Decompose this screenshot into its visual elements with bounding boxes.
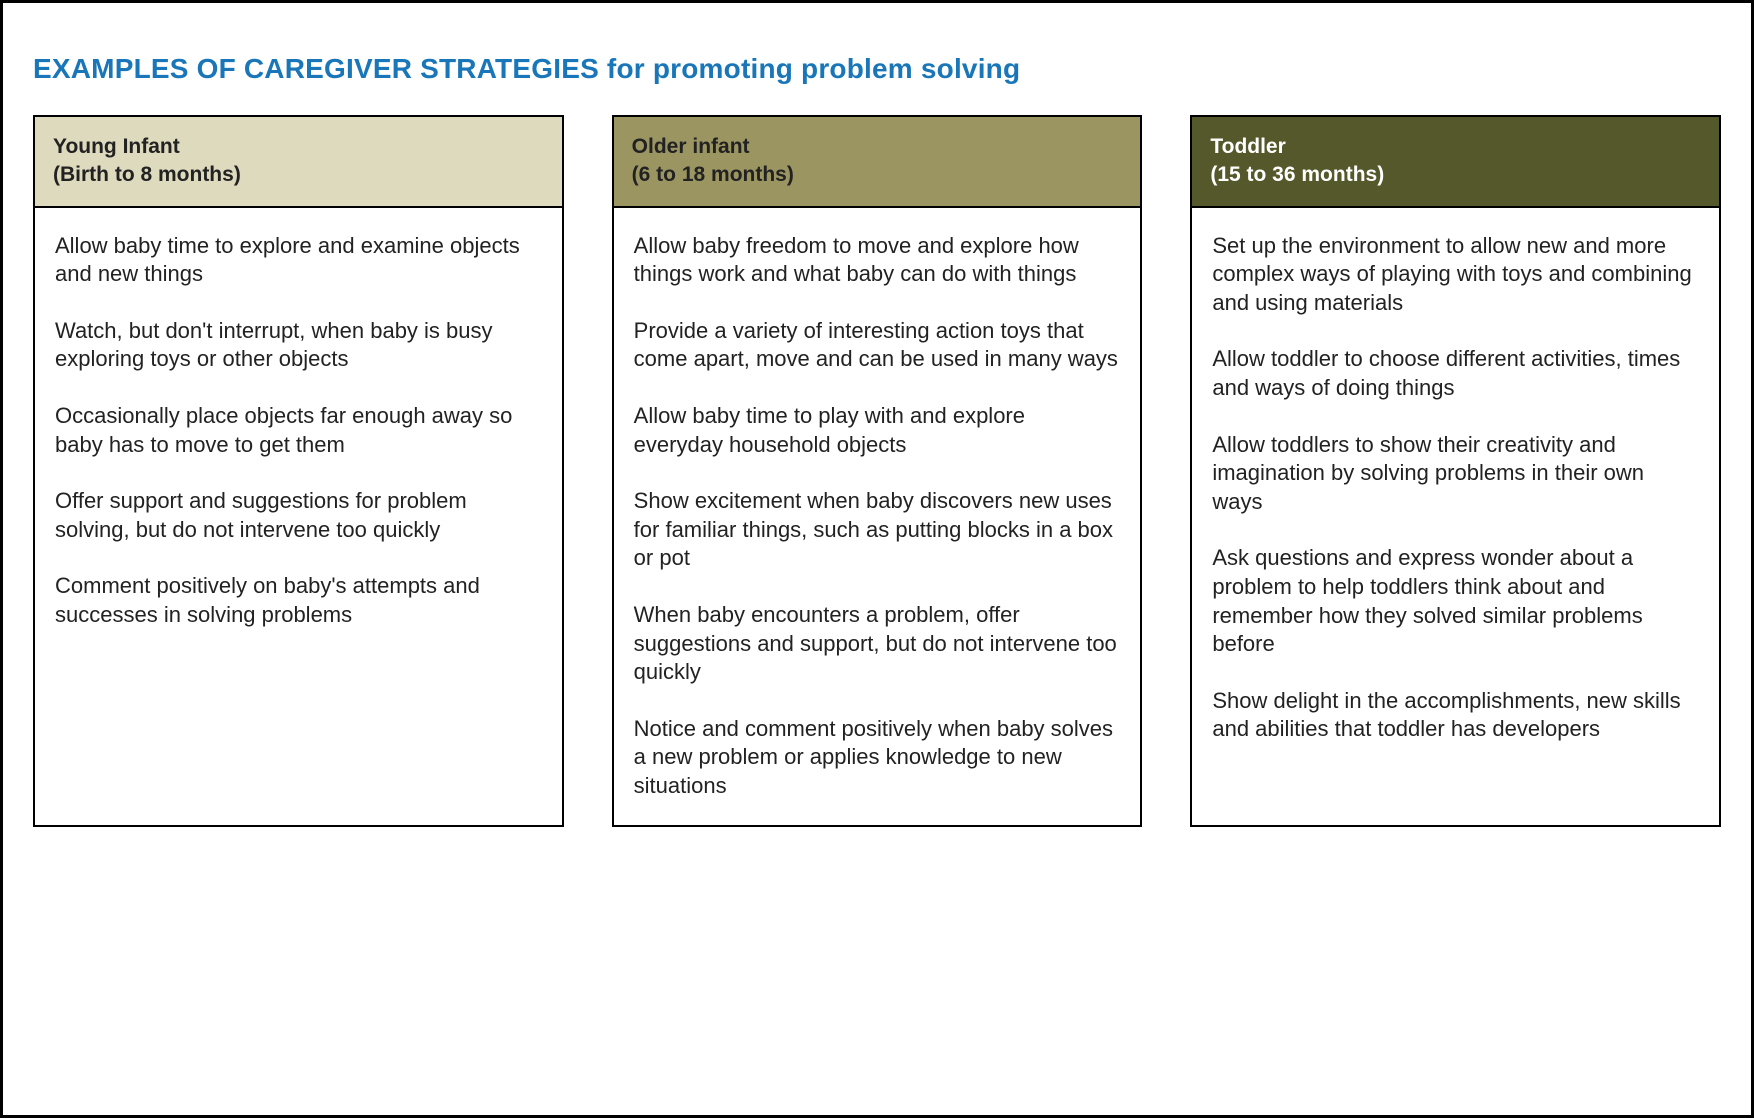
strategy-item: Notice and comment positively when baby … xyxy=(634,715,1121,801)
page-title: EXAMPLES OF CAREGIVER STRATEGIES for pro… xyxy=(33,53,1721,85)
header-title: Older infant xyxy=(632,133,1123,161)
title-rest: for promoting problem solving xyxy=(599,53,1020,84)
header-title: Young Infant xyxy=(53,133,544,161)
column-body-young-infant: Allow baby time to explore and examine o… xyxy=(35,208,562,825)
strategy-item: Show delight in the accomplishments, new… xyxy=(1212,687,1699,744)
strategy-item: Occasionally place objects far enough aw… xyxy=(55,402,542,459)
strategy-item: Show excitement when baby discovers new … xyxy=(634,487,1121,573)
strategy-item: Allow baby freedom to move and explore h… xyxy=(634,232,1121,289)
column-young-infant: Young Infant (Birth to 8 months) Allow b… xyxy=(33,115,564,827)
column-header-young-infant: Young Infant (Birth to 8 months) xyxy=(35,117,562,208)
strategy-item: Allow toddlers to show their creativity … xyxy=(1212,431,1699,517)
strategy-item: Allow toddler to choose different activi… xyxy=(1212,345,1699,402)
title-bold: EXAMPLES OF CAREGIVER STRATEGIES xyxy=(33,53,599,84)
strategy-item: Offer support and suggestions for proble… xyxy=(55,487,542,544)
columns-container: Young Infant (Birth to 8 months) Allow b… xyxy=(33,115,1721,827)
column-older-infant: Older infant (6 to 18 months) Allow baby… xyxy=(612,115,1143,827)
header-subtitle: (6 to 18 months) xyxy=(632,161,1123,189)
strategy-item: When baby encounters a problem, offer su… xyxy=(634,601,1121,687)
strategy-item: Ask questions and express wonder about a… xyxy=(1212,544,1699,658)
header-subtitle: (15 to 36 months) xyxy=(1210,161,1701,189)
strategy-item: Watch, but don't interrupt, when baby is… xyxy=(55,317,542,374)
strategy-item: Provide a variety of interesting action … xyxy=(634,317,1121,374)
column-body-toddler: Set up the environment to allow new and … xyxy=(1192,208,1719,825)
strategy-item: Set up the environment to allow new and … xyxy=(1212,232,1699,318)
document-frame: EXAMPLES OF CAREGIVER STRATEGIES for pro… xyxy=(0,0,1754,1118)
header-title: Toddler xyxy=(1210,133,1701,161)
strategy-item: Allow baby time to play with and explore… xyxy=(634,402,1121,459)
column-header-toddler: Toddler (15 to 36 months) xyxy=(1192,117,1719,208)
strategy-item: Comment positively on baby's attempts an… xyxy=(55,572,542,629)
column-header-older-infant: Older infant (6 to 18 months) xyxy=(614,117,1141,208)
column-toddler: Toddler (15 to 36 months) Set up the env… xyxy=(1190,115,1721,827)
header-subtitle: (Birth to 8 months) xyxy=(53,161,544,189)
strategy-item: Allow baby time to explore and examine o… xyxy=(55,232,542,289)
column-body-older-infant: Allow baby freedom to move and explore h… xyxy=(614,208,1141,825)
